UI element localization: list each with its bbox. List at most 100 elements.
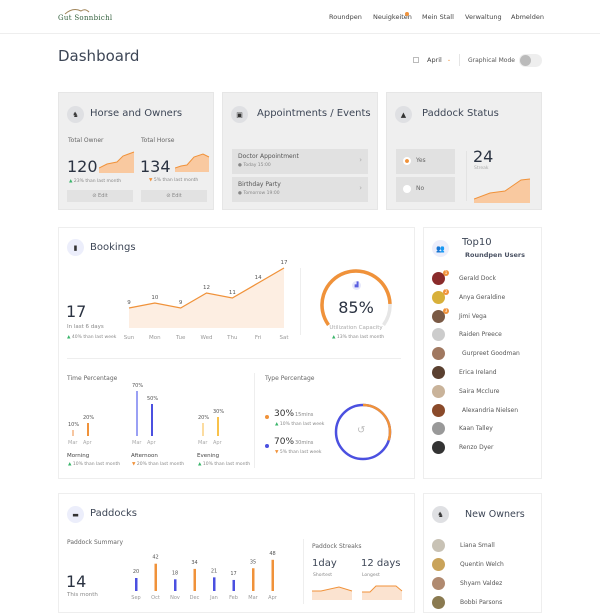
- bar: [213, 577, 216, 591]
- chart-icon: ▟: [352, 281, 361, 290]
- calendar-icon: ▣: [231, 106, 248, 123]
- graphical-mode-toggle[interactable]: [519, 54, 542, 67]
- user-name[interactable]: Kaan Talley: [459, 425, 493, 433]
- owner-name[interactable]: Bobbi Parsons: [460, 599, 503, 606]
- bar: [217, 416, 219, 436]
- radio-empty-icon: [403, 185, 411, 193]
- divider: [300, 268, 301, 335]
- edit-owner-button[interactable]: ⊘ Edit: [67, 190, 133, 202]
- card-subtitle: Roundpen Users: [465, 251, 525, 259]
- nav-neuigkeiten[interactable]: Neuigkeiten: [373, 13, 412, 21]
- owner-change: ▲ 23% than last month: [69, 179, 122, 184]
- owner-name[interactable]: Liana Small: [460, 542, 495, 549]
- x-tick-label: Thu: [226, 335, 237, 341]
- nav-verwaltung[interactable]: Verwaltung: [465, 13, 502, 21]
- bar-value: 70%: [132, 382, 144, 389]
- event-time: ● Today 15:00: [238, 163, 271, 168]
- user-name[interactable]: Gerald Dock: [459, 275, 496, 282]
- bar: [202, 423, 204, 436]
- data-label: 18: [172, 570, 178, 576]
- bar-value: 10%: [68, 421, 80, 428]
- logo-text: Gut Sonnbichl: [58, 14, 113, 22]
- longest-streak: 12 days: [361, 558, 401, 569]
- shortest-label: Shortest: [313, 573, 332, 578]
- month-selector[interactable]: April ⌄: [413, 56, 451, 64]
- bar-month: Mar: [68, 440, 78, 446]
- type-donut: [334, 403, 392, 461]
- user-name[interactable]: Raiden Preece: [459, 331, 502, 339]
- bookings-total-label: In last 6 days: [67, 324, 104, 330]
- paddock-total-label: This month: [67, 592, 98, 598]
- radio-yes[interactable]: Yes: [396, 149, 455, 174]
- chevron-right-icon: ›: [359, 184, 362, 192]
- data-label: 35: [250, 559, 256, 565]
- user-name[interactable]: Alexandria Nielsen: [462, 406, 519, 414]
- paddock-chart: 20 Sep 42 Oct 18 Nov 34 Dec 21 Jan 17 Feb 35 Mar 48 Apr: [131, 551, 277, 601]
- series-line: [128, 267, 285, 309]
- bar-value: 20%: [83, 415, 95, 421]
- owner-name[interactable]: Shyam Valdez: [460, 580, 503, 587]
- x-tick-label: Jan: [209, 595, 218, 601]
- utilization-gauge: [320, 269, 392, 326]
- yes-label: Yes: [416, 157, 426, 164]
- type-change: ▼ 5% than last week: [275, 450, 322, 455]
- avatar: [432, 422, 445, 436]
- group-name: Morning: [67, 453, 90, 459]
- divider: [254, 373, 255, 468]
- x-tick-label: Dec: [190, 595, 200, 601]
- page-title: Dashboard: [58, 47, 140, 65]
- edit-horse-button[interactable]: ⊘ Edit: [141, 190, 207, 202]
- data-label: 17: [230, 571, 236, 577]
- user-name[interactable]: Saira Mcclure: [459, 387, 500, 395]
- user-name[interactable]: Anya Geraldine: [459, 293, 506, 301]
- bar-value: 50%: [147, 395, 159, 402]
- card-title: Horse and Owners: [90, 108, 183, 119]
- bar: [193, 568, 196, 591]
- divider: [303, 539, 304, 604]
- user-name[interactable]: Jimi Vega: [459, 312, 487, 320]
- bookings-card: ▮ Bookings 17 In last 6 days ▲ 40% than …: [58, 227, 415, 479]
- x-tick-label: Sun: [124, 335, 135, 341]
- type-unit: 30mins: [295, 440, 314, 446]
- data-label: 9: [179, 300, 183, 306]
- owner-name[interactable]: Quentin Welch: [460, 561, 504, 568]
- card-title: Paddocks: [90, 508, 138, 519]
- data-label: 21: [211, 568, 217, 574]
- x-tick-label: Sat: [279, 335, 289, 341]
- user-name[interactable]: Gurpreet Goodman: [462, 350, 520, 358]
- top10-card: 👥 Top10 Roundpen Users 1 Gerald Dock 2 A…: [423, 227, 542, 479]
- x-tick-label: Oct: [151, 595, 160, 601]
- bar-month: Mar: [132, 440, 142, 446]
- card-title: New Owners: [465, 509, 525, 520]
- paddock-status-card: ▲ Paddock Status Yes No 24 Streak: [386, 92, 542, 210]
- month-value: April: [427, 56, 442, 64]
- horse-sparkline: [175, 153, 210, 172]
- user-name[interactable]: Renzo Dyer: [459, 444, 494, 452]
- total-horse-label: Total Horse: [141, 137, 175, 144]
- owner-sparkline: [99, 151, 135, 173]
- shortest-streak: 1day: [312, 558, 337, 569]
- shortest-sparkline: [312, 586, 353, 600]
- bar: [252, 568, 255, 591]
- radio-no[interactable]: No: [396, 177, 455, 202]
- event-item[interactable]: Doctor Appointment ● Today 15:00 ›: [232, 149, 368, 174]
- bar: [72, 429, 74, 436]
- radio-selected-icon: [403, 157, 411, 165]
- nav-roundpen[interactable]: Roundpen: [329, 13, 362, 21]
- user-name[interactable]: Erica Ireland: [459, 369, 497, 376]
- logo[interactable]: Gut Sonnbichl: [58, 9, 113, 22]
- bar-value: 20%: [198, 415, 210, 421]
- total-horse-value: 134: [140, 157, 171, 176]
- horse-icon: ♞: [67, 106, 84, 123]
- nav-abmelden[interactable]: Abmelden: [511, 13, 544, 21]
- event-item[interactable]: Birthday Party ● Tomorrow 19:00 ›: [232, 177, 368, 202]
- x-tick-label: Mar: [248, 595, 258, 601]
- nav-mein-stall[interactable]: Mein Stall: [422, 13, 454, 21]
- paddock-summary-title: Paddock Summary: [67, 539, 123, 546]
- group-change: ▼ 20% than last month: [132, 462, 185, 467]
- group-change: ▲ 10% than last month: [68, 462, 121, 467]
- hat-icon: ▲: [395, 106, 412, 123]
- x-tick-label: Fri: [255, 335, 262, 341]
- utilization-label: Utilization Capacity: [329, 325, 383, 331]
- donut-15mins: [334, 403, 392, 461]
